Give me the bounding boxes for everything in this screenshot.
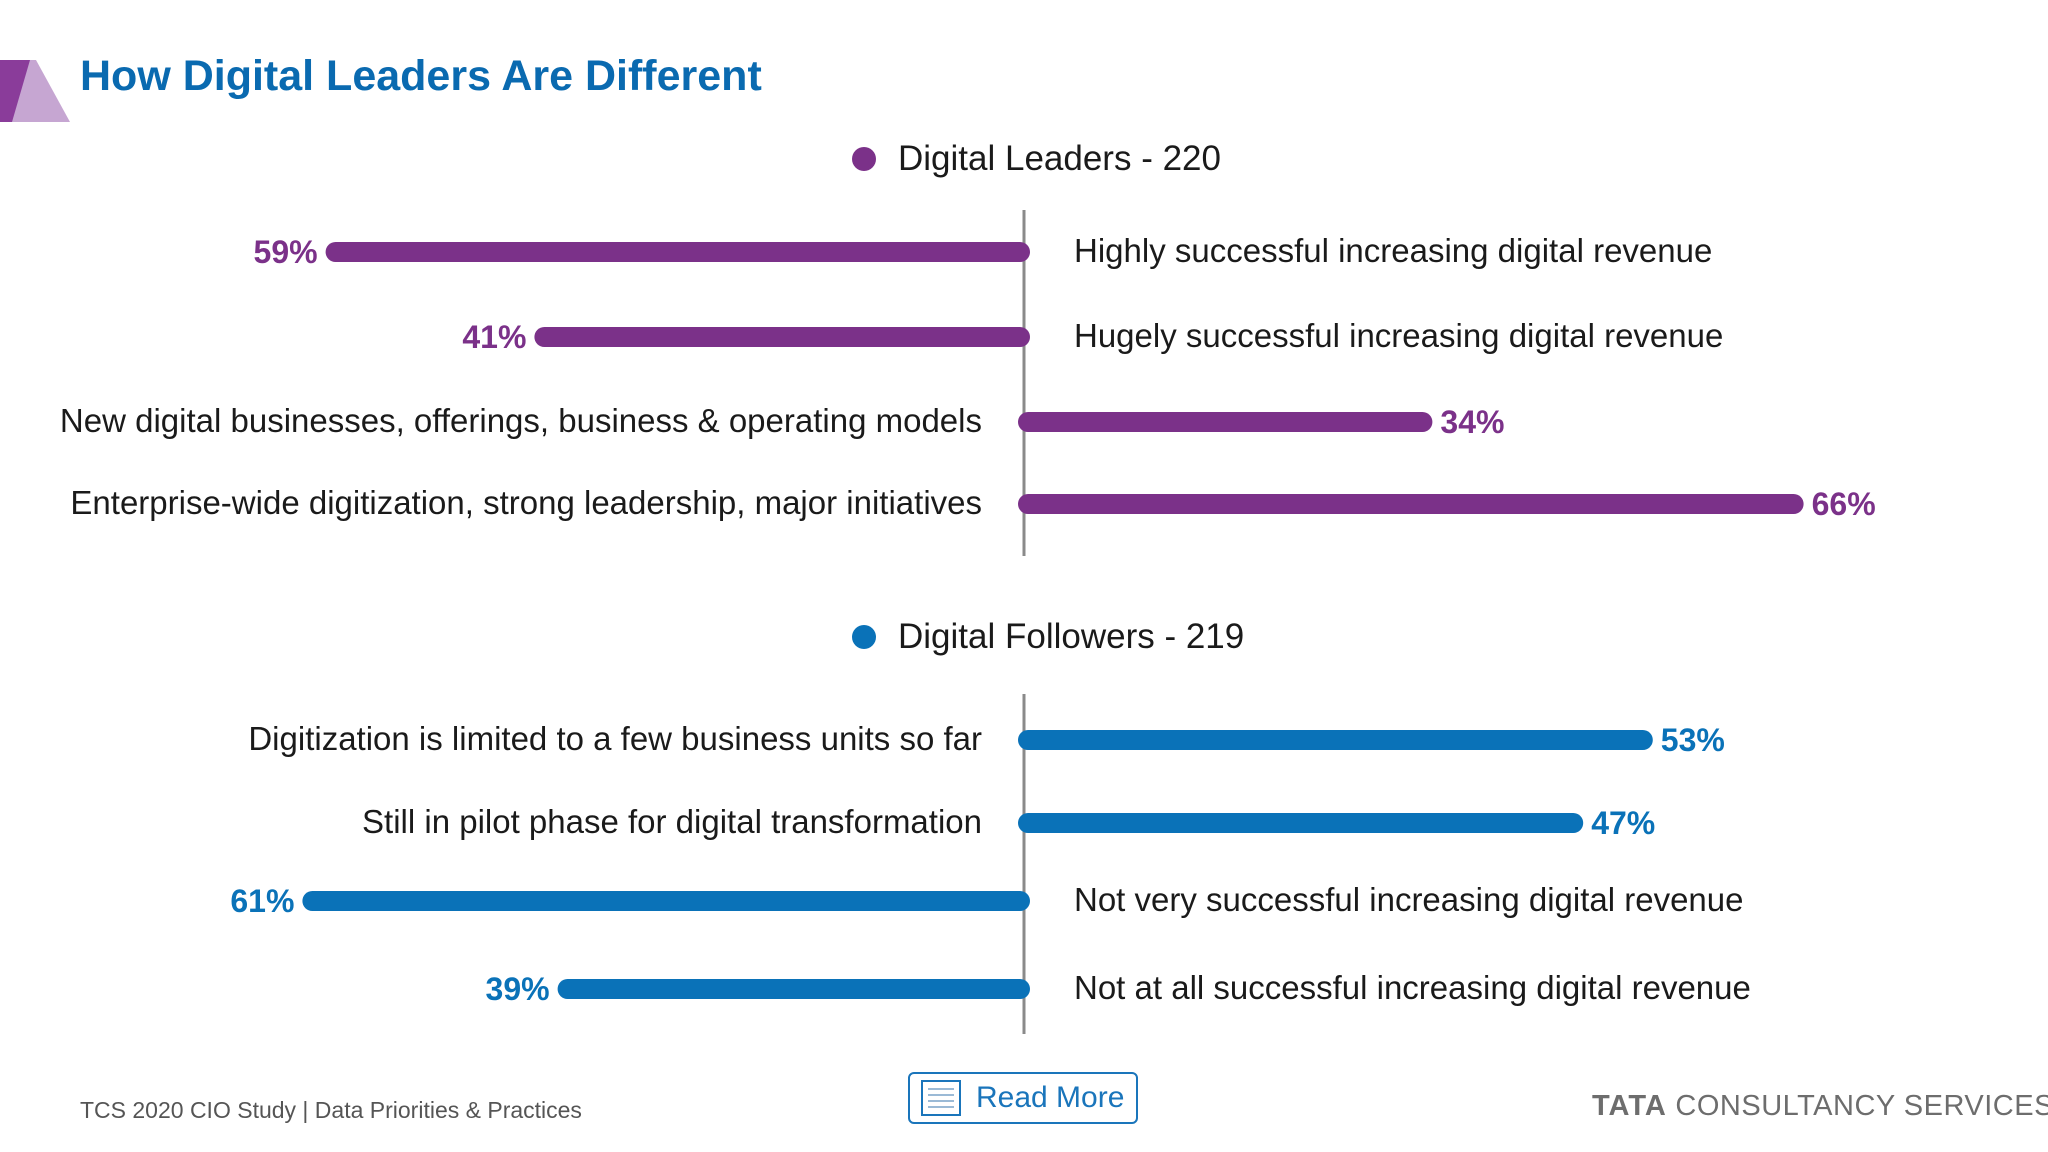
category-label: Not very successful increasing digital r…: [1074, 881, 1744, 918]
study-footer: TCS 2020 CIO Study | Data Priorities & P…: [80, 1097, 582, 1123]
data-label: 53%: [1661, 722, 1725, 758]
corner-accent: [0, 60, 70, 122]
legend-digital-followers: Digital Followers - 219: [852, 615, 1244, 659]
data-label: 59%: [254, 234, 318, 270]
followers-legend-label: Digital Followers - 219: [898, 617, 1245, 656]
data-label: 61%: [230, 883, 294, 919]
brand-rest: CONSULTANCY SERVICES: [1666, 1090, 2048, 1122]
category-label: Not at all successful increasing digital…: [1074, 969, 1751, 1006]
leaders-legend-dot: [852, 147, 876, 171]
category-label: New digital businesses, offerings, busin…: [60, 402, 982, 439]
read-more-button[interactable]: Read More: [908, 1072, 1138, 1124]
category-label: Highly successful increasing digital rev…: [1074, 232, 1712, 269]
data-label: 66%: [1812, 486, 1876, 522]
brand-logo: TATA CONSULTANCY SERVICES: [1592, 1090, 2048, 1123]
brand-tata: TATA: [1592, 1090, 1667, 1122]
category-label: Enterprise-wide digitization, strong lea…: [70, 484, 982, 521]
category-label: Digitization is limited to a few busines…: [248, 720, 982, 757]
document-icon: [921, 1080, 961, 1116]
category-label: Still in pilot phase for digital transfo…: [362, 803, 982, 840]
legend-digital-leaders: Digital Leaders - 220: [852, 137, 1221, 181]
data-label: 41%: [462, 319, 526, 355]
followers-legend-dot: [852, 625, 876, 649]
read-more-label: Read More: [976, 1081, 1125, 1114]
category-label: Hugely successful increasing digital rev…: [1074, 317, 1723, 354]
data-label: 39%: [486, 971, 550, 1007]
leaders-legend-label: Digital Leaders - 220: [898, 139, 1221, 178]
data-label: 34%: [1440, 404, 1504, 440]
diverging-bar-chart: 59% Highly successful increasing digital …: [60, 210, 1876, 1034]
data-label: 47%: [1591, 805, 1655, 841]
page-title: How Digital Leaders Are Different: [80, 52, 762, 100]
